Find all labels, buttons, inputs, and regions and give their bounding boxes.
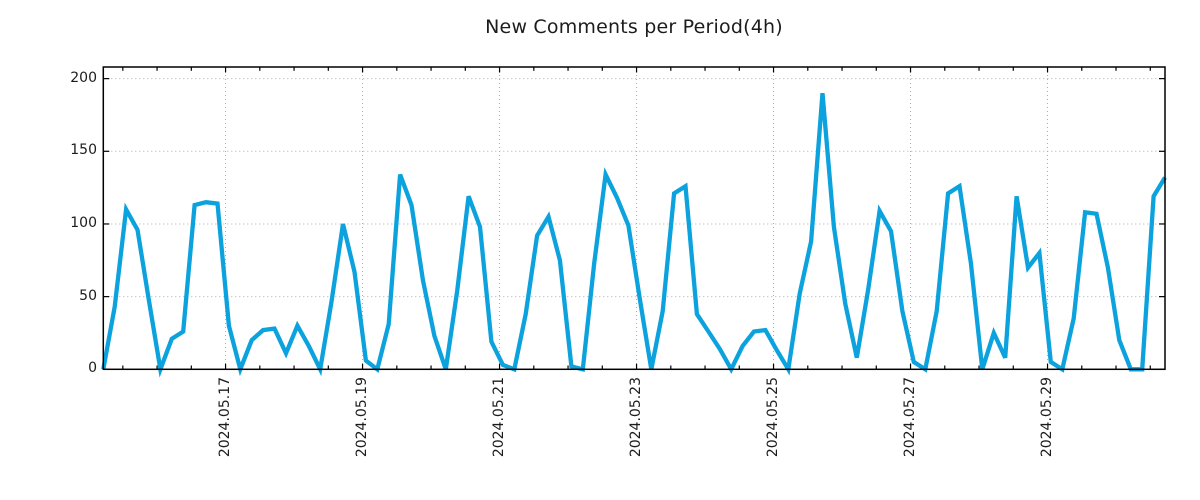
x-axis-tick-label: 2024.05.21 xyxy=(490,377,507,458)
x-axis-tick-label: 2024.05.27 xyxy=(901,377,918,458)
y-axis-tick-label: 50 xyxy=(79,287,97,304)
x-axis-tick-label: 2024.05.17 xyxy=(216,377,233,458)
y-axis-tick-label: 100 xyxy=(70,214,97,231)
x-axis-tick-label: 2024.05.19 xyxy=(353,377,370,458)
y-axis-tick-label: 0 xyxy=(88,360,97,377)
chart-title: New Comments per Period(4h) xyxy=(485,16,783,38)
axis-border xyxy=(102,66,1166,371)
y-axis-tick-label: 150 xyxy=(70,142,97,159)
x-axis-tick-label: 2024.05.25 xyxy=(764,377,781,458)
data-line xyxy=(101,93,1167,378)
x-axis-tick-label: 2024.05.29 xyxy=(1038,377,1055,458)
x-axis-tick-label: 2024.05.23 xyxy=(627,377,644,458)
y-axis-tick-label: 200 xyxy=(70,69,97,86)
